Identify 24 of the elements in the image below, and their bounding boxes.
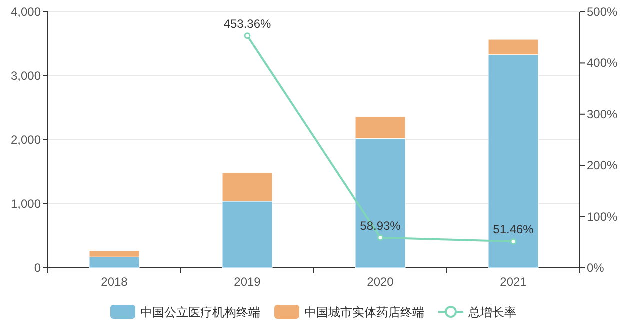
data-label: 51.46% (493, 222, 534, 237)
point (244, 32, 251, 40)
point (510, 238, 517, 245)
x-tick-label: 2018 (101, 275, 128, 289)
y-tick-label: 4,000 (10, 5, 42, 19)
x-tick-label: 2021 (500, 275, 528, 289)
y2-tick-label: 200% (587, 158, 618, 173)
y2-tick-label: 100% (587, 210, 618, 224)
y2-tick-label: 0% (587, 261, 605, 275)
legend-label: 中国公立医疗机构终端 (140, 306, 260, 320)
data-label: 58.93% (360, 218, 402, 233)
x-tick-label: 2020 (367, 275, 394, 289)
point (377, 234, 384, 242)
x-tick-label: 2019 (234, 275, 262, 289)
y-tick-label: 1,000 (10, 197, 42, 211)
y-tick-label: 3,000 (10, 69, 42, 83)
y2-tick-label: 500% (587, 5, 618, 19)
data-label: 453.36% (224, 16, 272, 31)
y-tick-label: 0 (34, 261, 42, 275)
y-tick-label: 2,000 (10, 133, 42, 147)
y2-tick-label: 300% (587, 107, 618, 122)
legend-label: 中国城市实体药店终端 (304, 306, 424, 320)
legend-label: 总增长率 (468, 306, 516, 320)
y2-tick-label: 400% (587, 56, 618, 70)
